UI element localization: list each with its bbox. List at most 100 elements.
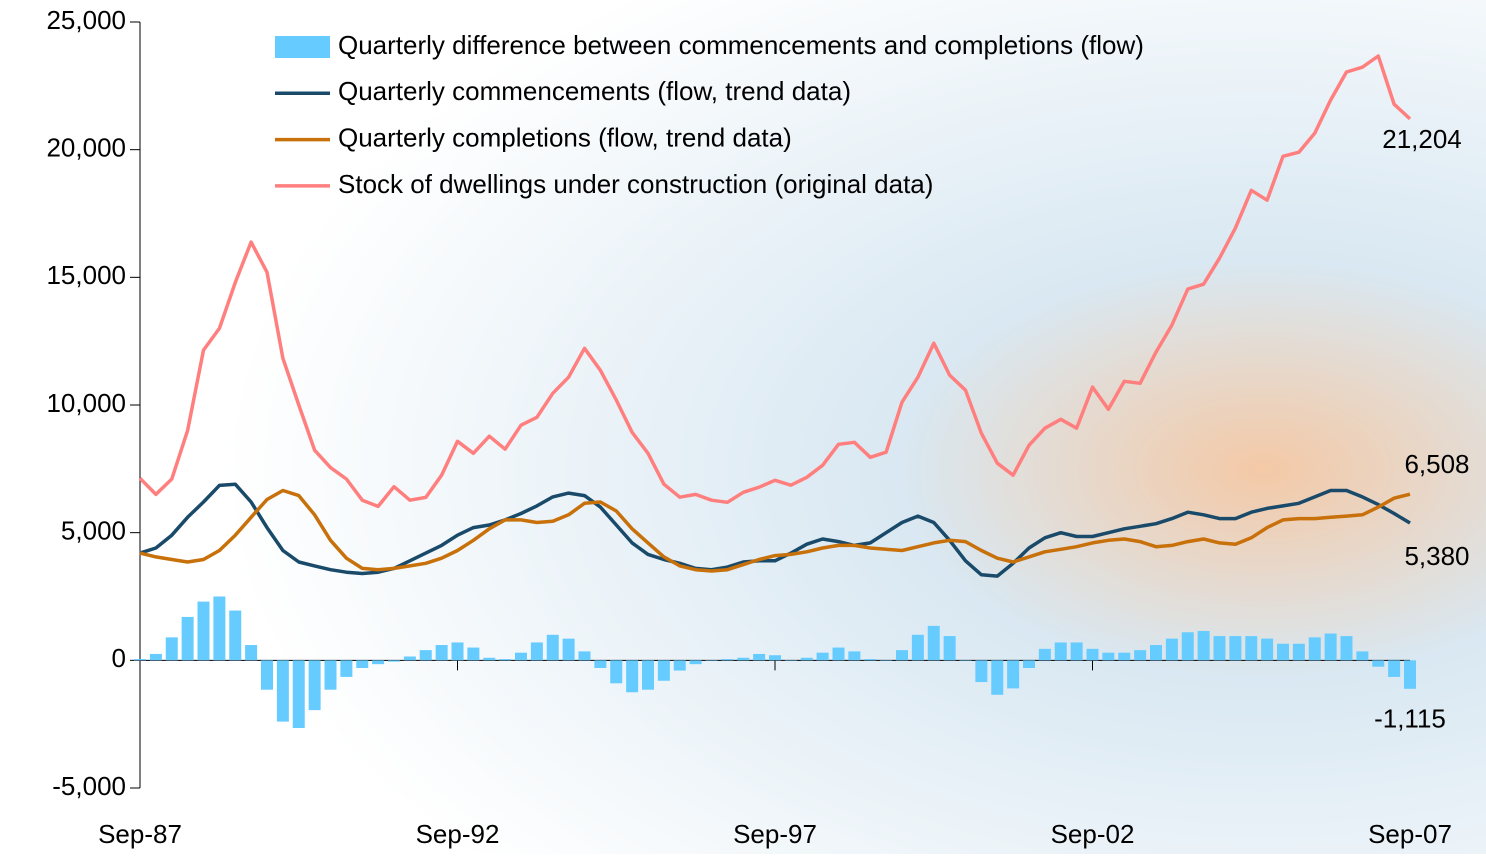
- bar: [1197, 630, 1210, 661]
- bar: [1181, 632, 1194, 661]
- bar: [435, 645, 448, 661]
- line: [139, 482, 1411, 578]
- bar: [276, 660, 289, 722]
- bar: [1229, 636, 1242, 661]
- bar: [261, 660, 273, 690]
- bar: [451, 642, 464, 661]
- y-tick-label: 5,000: [61, 516, 126, 546]
- bar: [943, 636, 956, 661]
- bar: [213, 596, 226, 661]
- bar: [562, 638, 575, 661]
- x-tick-label: Sep-92: [416, 819, 500, 849]
- bar: [880, 660, 893, 661]
- bar: [721, 659, 734, 661]
- bar: [134, 659, 146, 661]
- bar: [1340, 636, 1353, 661]
- bar: [975, 660, 988, 683]
- legend-label: Stock of dwellings under construction (o…: [338, 169, 933, 199]
- bar: [546, 634, 559, 661]
- bar: [1292, 643, 1305, 661]
- bar: [419, 650, 432, 661]
- bar: [165, 637, 178, 661]
- bar: [1388, 660, 1401, 677]
- bar: [1118, 652, 1131, 661]
- legend-swatch: [275, 36, 330, 58]
- bar: [911, 634, 924, 661]
- data-label: 6,508: [1404, 449, 1469, 479]
- bar: [1054, 642, 1067, 661]
- bar: [388, 660, 400, 662]
- bar: [927, 625, 940, 661]
- y-tick-label: 20,000: [46, 133, 126, 163]
- legend-label: Quarterly completions (flow, trend data): [338, 122, 792, 152]
- y-tick-label: 25,000: [46, 5, 126, 35]
- bar: [340, 660, 353, 677]
- bar: [530, 642, 543, 661]
- bar: [1086, 648, 1099, 661]
- x-tick-label: Sep-02: [1051, 819, 1135, 849]
- bar: [642, 660, 654, 690]
- bar: [515, 652, 527, 661]
- bar: [816, 652, 829, 661]
- bar: [324, 660, 337, 690]
- bar: [483, 657, 496, 661]
- bar: [1324, 633, 1337, 661]
- bar: [181, 616, 194, 661]
- bar: [1165, 638, 1178, 661]
- bar: [499, 659, 512, 661]
- bar: [1372, 660, 1385, 667]
- bar: [149, 653, 162, 661]
- bar: [784, 660, 797, 661]
- bar: [245, 645, 258, 661]
- bar: [594, 660, 607, 668]
- bar: [800, 657, 813, 661]
- bar: [1134, 650, 1147, 661]
- bar: [753, 653, 766, 661]
- bar: [1261, 638, 1274, 661]
- bar: [1356, 651, 1369, 661]
- bar: [1213, 636, 1226, 661]
- bar: [372, 660, 385, 665]
- y-tick-label: 15,000: [46, 260, 126, 290]
- bar: [1102, 652, 1115, 661]
- bar: [737, 657, 750, 661]
- y-tick-label: 0: [112, 643, 126, 673]
- data-label: -1,115: [1374, 704, 1446, 734]
- bar: [1150, 645, 1162, 661]
- bar: [403, 656, 416, 661]
- bar: [896, 650, 908, 661]
- bar: [197, 601, 210, 661]
- y-tick-label: -5,000: [52, 771, 126, 801]
- bar: [769, 655, 781, 661]
- data-label: 5,380: [1404, 541, 1469, 571]
- bar: [1007, 660, 1020, 689]
- bar: [673, 660, 686, 671]
- bar: [356, 660, 369, 668]
- bar: [292, 660, 305, 728]
- bar: [848, 651, 861, 661]
- bar: [1245, 636, 1258, 661]
- bar: [832, 647, 845, 661]
- bar: [657, 660, 670, 681]
- bar: [1404, 660, 1416, 689]
- bar: [610, 660, 623, 684]
- line: [139, 488, 1411, 573]
- bar: [229, 610, 242, 661]
- legend-label: Quarterly commencements (flow, trend dat…: [338, 76, 851, 106]
- line: [138, 54, 1412, 509]
- bar: [1038, 648, 1051, 661]
- x-tick-label: Sep-97: [733, 819, 817, 849]
- bar: [689, 660, 702, 665]
- bar: [467, 647, 480, 661]
- x-tick-label: Sep-87: [98, 819, 182, 849]
- bar: [626, 660, 639, 693]
- bar: [991, 660, 1004, 695]
- bar: [864, 659, 877, 661]
- data-label: 21,204: [1382, 124, 1462, 154]
- bar: [1070, 642, 1083, 661]
- bar: [578, 651, 591, 661]
- x-tick-label: Sep-07: [1368, 819, 1452, 849]
